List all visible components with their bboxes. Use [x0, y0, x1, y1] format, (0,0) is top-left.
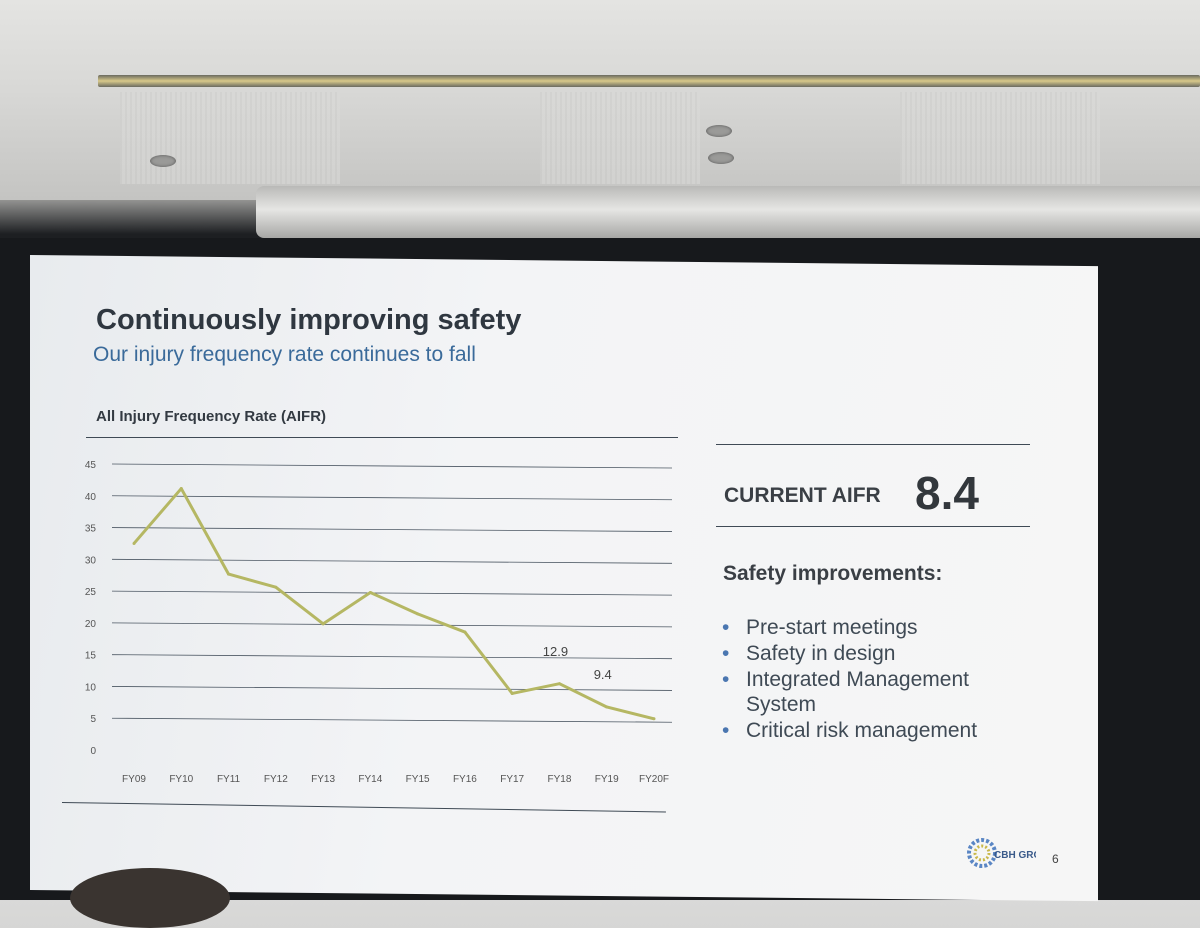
aifr-bottom-rule	[716, 526, 1030, 527]
x-tick-label: FY19	[595, 774, 619, 785]
ceiling-light-strip	[98, 75, 1200, 87]
x-tick-label: FY11	[217, 774, 241, 785]
data-label: 9.4	[594, 667, 612, 682]
gridline	[111, 495, 673, 501]
x-tick-label: FY17	[500, 774, 524, 785]
x-tick-label: FY18	[548, 774, 572, 785]
current-aifr-label: CURRENT AIFR	[724, 484, 881, 507]
ceiling	[0, 0, 1200, 200]
ceiling-downlight	[708, 152, 734, 164]
aifr-top-rule	[716, 444, 1030, 445]
data-point	[605, 705, 609, 709]
list-item: • Safety in design	[720, 641, 1020, 666]
cbh-logo: CBH GROUP	[967, 838, 1036, 868]
gridline	[111, 463, 673, 469]
data-point	[274, 585, 278, 589]
bullet-icon: •	[722, 668, 730, 691]
improvement-text: Pre-start meetings	[746, 616, 918, 639]
gridline	[111, 558, 673, 564]
gridline	[111, 686, 673, 691]
data-point	[132, 541, 136, 545]
data-point	[557, 682, 561, 686]
gridline	[111, 590, 673, 596]
chart-top-rule	[86, 437, 678, 438]
x-tick-label: FY13	[311, 774, 335, 785]
data-point	[179, 487, 183, 491]
x-tick-label: FY09	[122, 774, 146, 785]
y-tick-label: 25	[85, 587, 97, 598]
x-tick-label: FY14	[358, 774, 382, 785]
bullet-icon: •	[722, 719, 730, 742]
gridline	[111, 622, 673, 628]
slide-title: Continuously improving safety	[96, 304, 522, 336]
x-tick-label: FY10	[169, 774, 193, 785]
y-tick-label: 10	[85, 682, 97, 693]
data-point	[227, 572, 231, 576]
current-aifr-value: 8.4	[915, 467, 979, 519]
y-tick-label: 20	[85, 619, 97, 630]
y-tick-label: 0	[90, 746, 96, 757]
data-point	[321, 622, 325, 626]
data-point	[368, 590, 372, 594]
improvements-title: Safety improvements:	[723, 562, 943, 585]
data-point	[463, 630, 467, 634]
x-tick-label: FY16	[453, 774, 477, 785]
y-tick-label: 45	[85, 460, 97, 471]
data-point	[652, 717, 656, 721]
data-point	[416, 612, 420, 616]
improvement-text: Integrated Management System	[746, 668, 969, 716]
ceiling-downlight	[150, 155, 176, 167]
data-label: 12.9	[543, 644, 568, 659]
gridline	[111, 654, 673, 660]
improvement-text: Safety in design	[746, 642, 896, 665]
ceiling-downlight	[706, 125, 732, 137]
ceiling-panel	[120, 92, 340, 184]
list-item: • Critical risk management	[720, 718, 1020, 743]
series-line	[132, 487, 655, 721]
chart-title: All Injury Frequency Rate (AIFR)	[96, 408, 327, 425]
logo-text: CBH GROUP	[994, 850, 1036, 861]
list-item: • Pre-start meetings	[720, 615, 1020, 640]
data-point	[510, 691, 514, 695]
y-tick-label: 30	[85, 555, 97, 566]
slide-subtitle: Our injury frequency rate continues to f…	[93, 343, 476, 366]
list-item: • Integrated Management System	[720, 667, 1020, 717]
aifr-line-chart: 0 5 10 15 20 25 30 35 40 45 FY09 FY10 FY11 FY12 FY13 FY…	[85, 460, 673, 785]
projector-beam	[256, 186, 1200, 238]
y-tick-label: 5	[90, 714, 96, 725]
bullet-icon: •	[722, 642, 730, 665]
x-tick-label: FY20F	[639, 774, 669, 785]
audience-head	[70, 868, 230, 928]
improvement-text: Critical risk management	[746, 719, 978, 742]
x-tick-label: FY12	[264, 774, 288, 785]
improvements-list: • Pre-start meetings • Safety in design • I…	[720, 615, 1020, 744]
ceiling-panel	[900, 92, 1100, 184]
ceiling-panel	[540, 92, 700, 184]
y-tick-label: 35	[85, 524, 97, 535]
y-tick-label: 15	[85, 651, 97, 662]
page-number: 6	[1052, 852, 1059, 866]
bullet-icon: •	[722, 616, 730, 639]
gridline	[111, 717, 673, 723]
x-tick-label: FY15	[406, 774, 430, 785]
gridline	[111, 527, 673, 532]
y-tick-label: 40	[85, 492, 97, 503]
